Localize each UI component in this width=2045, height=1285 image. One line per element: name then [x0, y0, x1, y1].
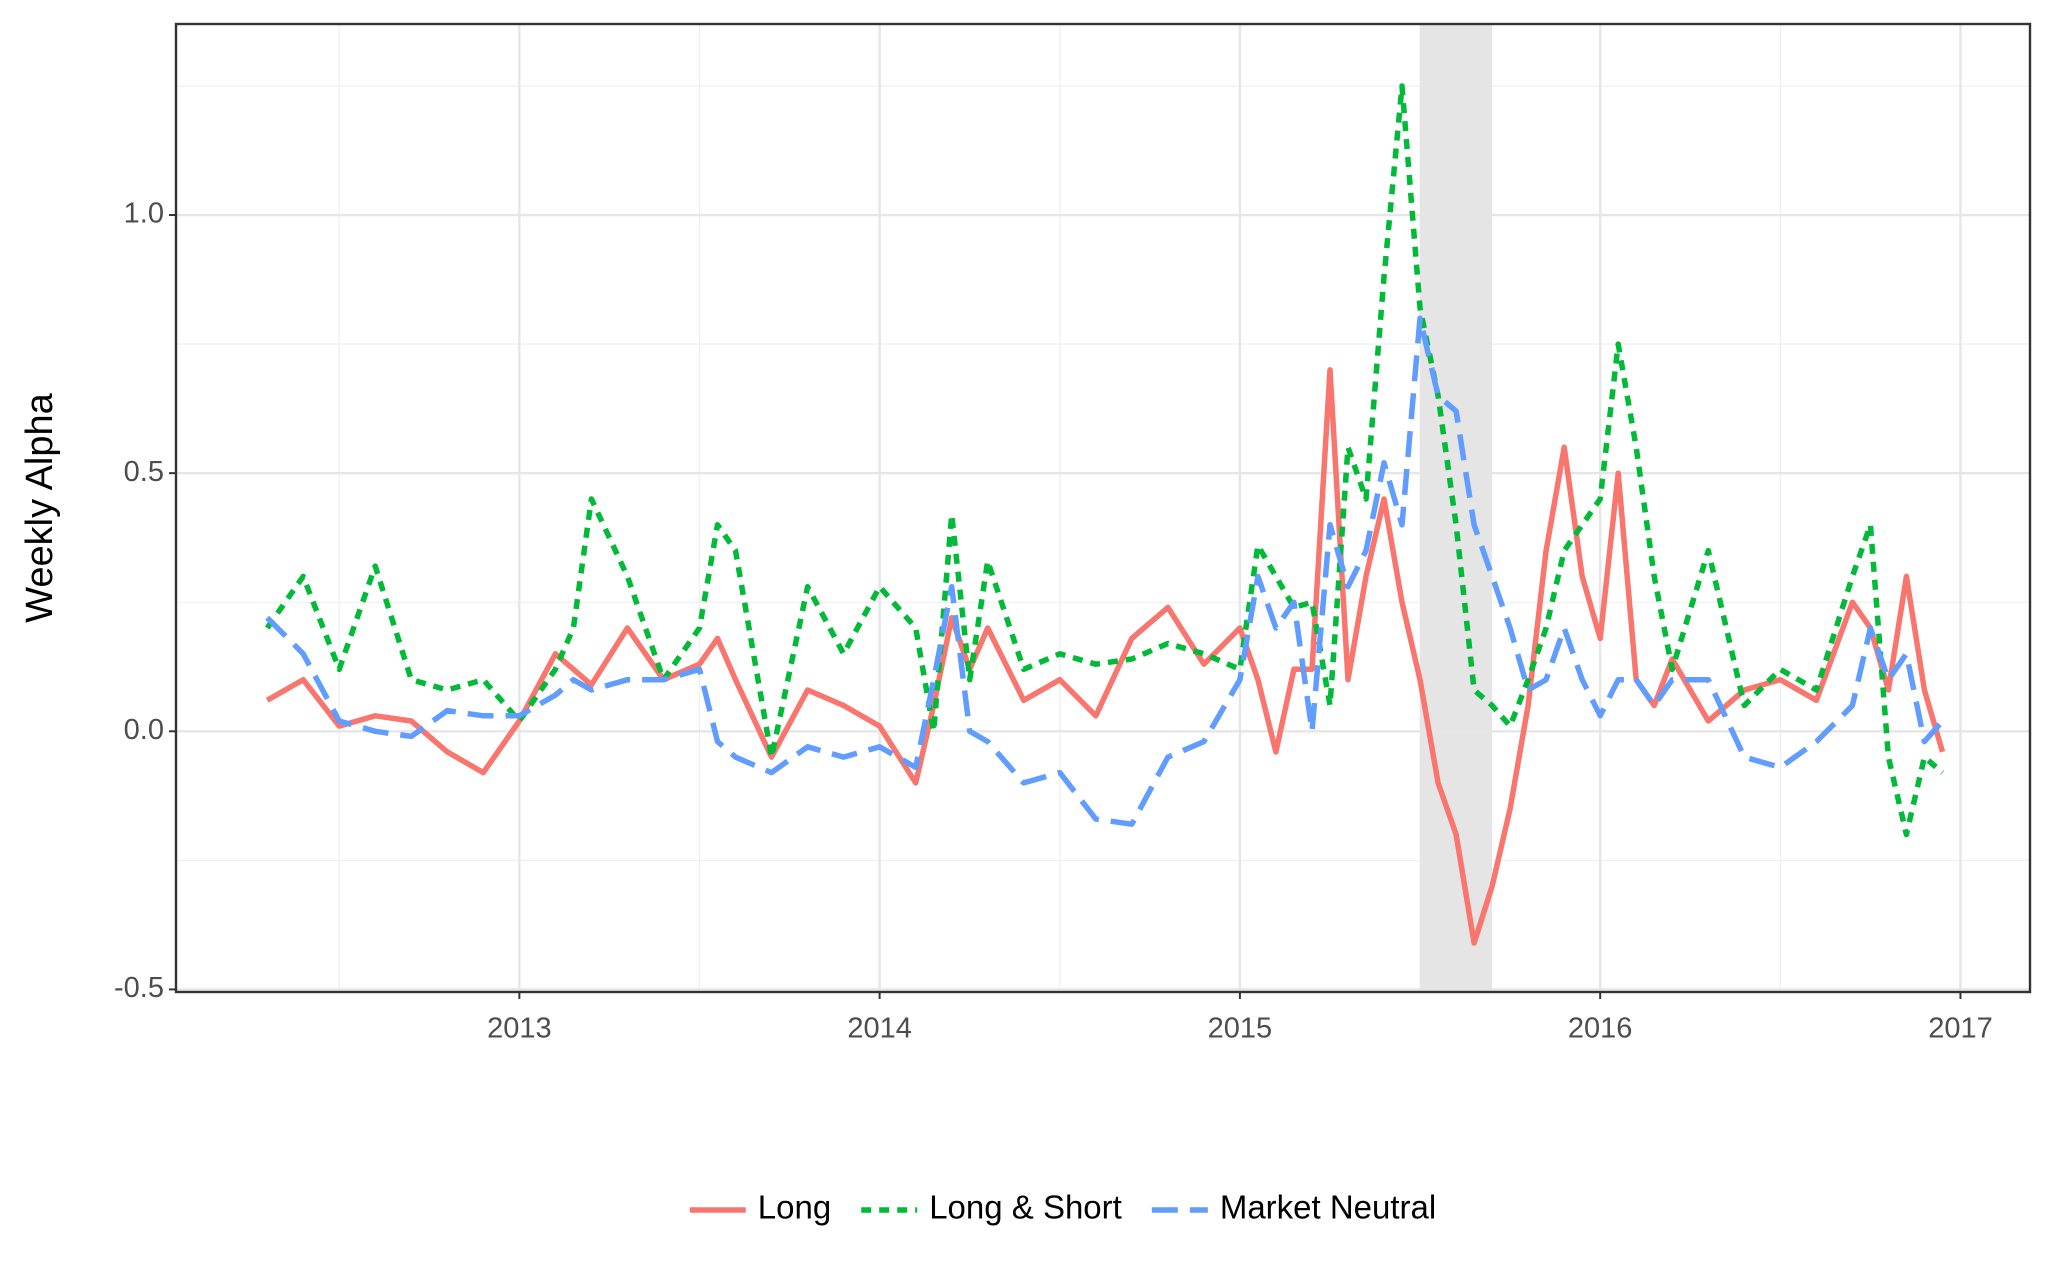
y-tick-label: -0.5: [114, 972, 164, 1004]
panel-border: [174, 22, 2032, 994]
series-line: [264, 83, 1945, 838]
x-tick-label: 2013: [487, 1013, 552, 1045]
y-tick-label: 0.0: [124, 714, 164, 746]
x-tick-label: 2016: [1568, 1013, 1633, 1045]
legend: Long Long & Short Market Neutral: [689, 1189, 1436, 1226]
x-tick-label: 2014: [847, 1013, 912, 1045]
x-tick-label: 2017: [1928, 1013, 1993, 1045]
y-tick-label: 1.0: [124, 198, 164, 230]
y-tick-label: 0.5: [124, 456, 164, 488]
legend-label: Long: [758, 1189, 831, 1226]
legend-label: Long & Short: [929, 1189, 1122, 1226]
legend-label: Market Neutral: [1220, 1189, 1436, 1226]
x-tick-label: 2015: [1208, 1013, 1273, 1045]
series-line: [265, 315, 1945, 827]
y-axis-title: Weekly Alpha: [19, 392, 61, 622]
